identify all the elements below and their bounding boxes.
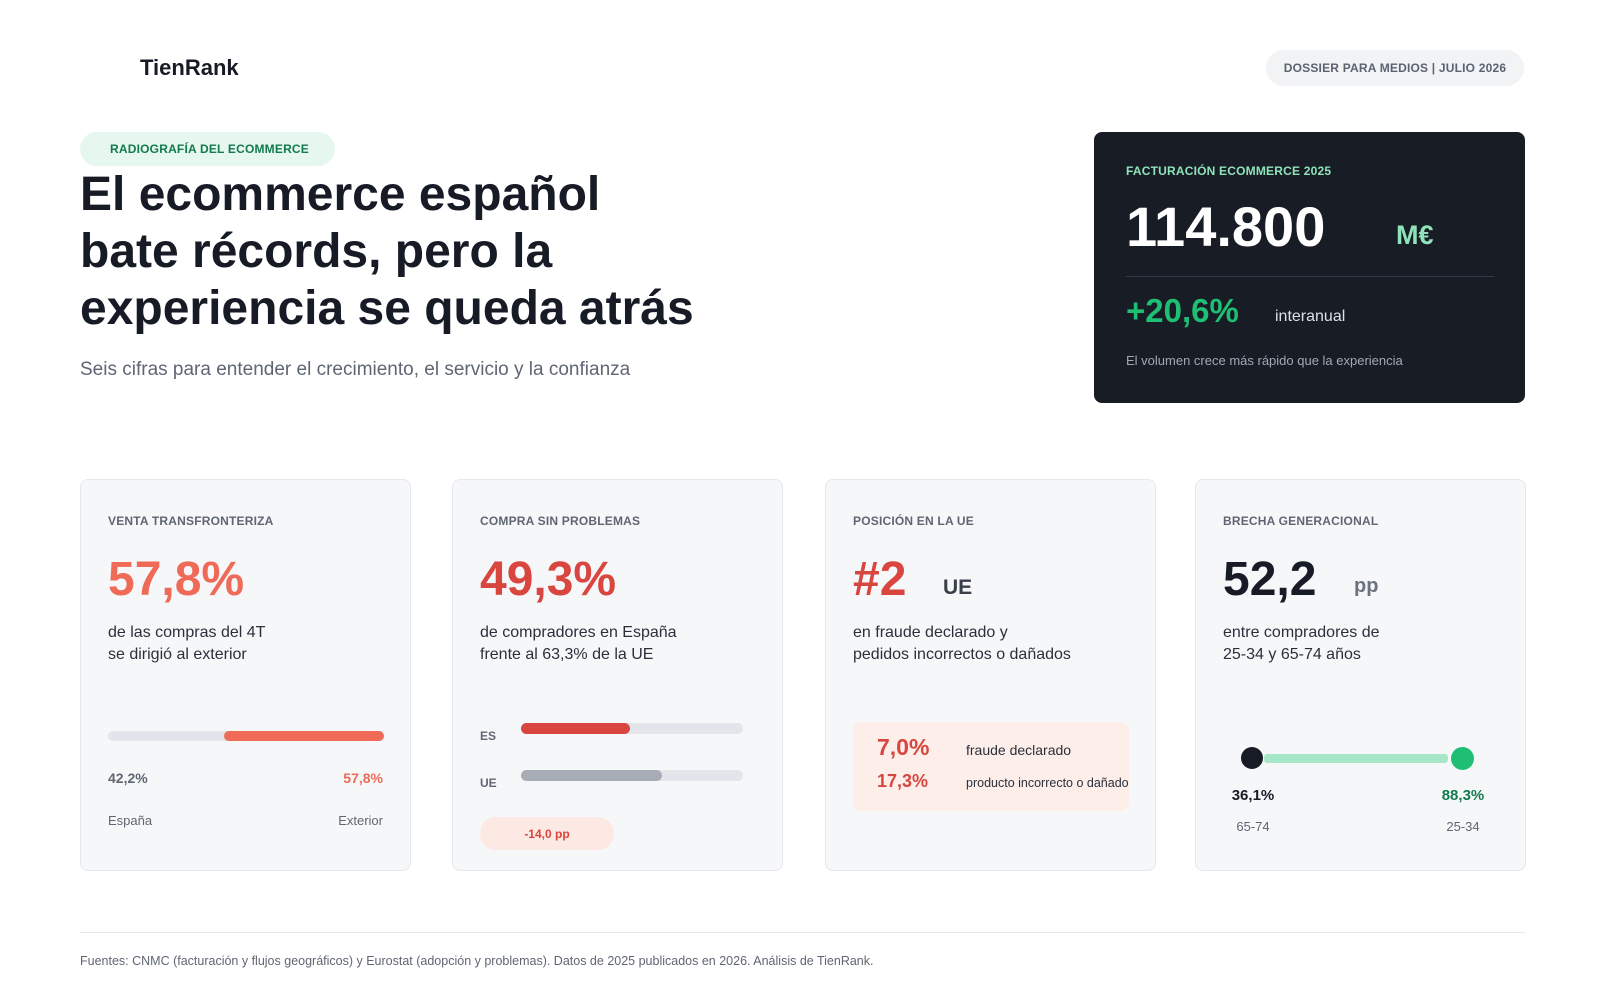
section-tag: RADIOGRAFÍA DEL ECOMMERCE	[80, 132, 335, 166]
card-unit: UE	[943, 576, 973, 599]
split-left-value: 42,2%	[108, 770, 148, 786]
range-line	[1264, 754, 1448, 763]
title-line-3: experiencia se queda atrás	[80, 282, 694, 335]
split-right-value: 57,8%	[343, 770, 383, 786]
bar-fill-es	[521, 723, 631, 734]
card-description: en fraude declarado y pedidos incorrecto…	[853, 622, 1143, 666]
range-dot-low	[1241, 747, 1263, 769]
page-subtitle: Seis cifras para entender el crecimiento…	[80, 359, 631, 380]
footer-sources: Fuentes: CNMC (facturación y flujos geog…	[80, 954, 874, 968]
desc-line-2: frente al 63,3% de la UE	[480, 646, 654, 663]
desc-line-1: en fraude declarado y	[853, 624, 1008, 641]
range-low-label: 65-74	[1236, 819, 1270, 834]
gap-badge: -14,0 pp	[480, 817, 614, 850]
range-dot-high	[1451, 747, 1474, 770]
range-high-label: 25-34	[1446, 819, 1480, 834]
bar-track-ue	[521, 770, 743, 781]
desc-line-2: pedidos incorrectos o dañados	[853, 646, 1071, 663]
range-low-value: 36,1%	[1231, 787, 1275, 804]
desc-line-1: de las compras del 4T	[108, 624, 266, 641]
brand-logo: TienRank	[140, 55, 239, 80]
title-line-1: El ecommerce español	[80, 168, 601, 221]
card-label: VENTA TRANSFRONTERIZA	[108, 514, 274, 528]
card-label: BRECHA GENERACIONAL	[1223, 514, 1379, 528]
card-description: de compradores en España frente al 63,3%…	[480, 622, 770, 666]
card-unit: pp	[1354, 575, 1379, 597]
hero-divider	[1126, 276, 1494, 277]
desc-line-1: entre compradores de	[1223, 624, 1380, 641]
split-bar	[108, 731, 384, 741]
card-big-value: 52,2	[1223, 553, 1317, 606]
footer-divider	[80, 932, 1525, 933]
bar-track-es	[521, 723, 743, 734]
hero-unit: M€	[1396, 220, 1434, 250]
stat-damaged-label: producto incorrecto o dañado	[966, 776, 1129, 790]
stat-fraud-value: 7,0%	[877, 734, 930, 760]
card-eu-position: POSICIÓN EN LA UE #2 UE en fraude declar…	[825, 479, 1156, 871]
hero-growth-label: interanual	[1275, 308, 1346, 325]
stats-box: 7,0% fraude declarado 17,3% producto inc…	[853, 722, 1129, 811]
card-cross-border: VENTA TRANSFRONTERIZA 57,8% de las compr…	[80, 479, 411, 871]
split-right-label: Exterior	[338, 813, 383, 828]
bar-fill-ue	[521, 770, 662, 781]
card-label: COMPRA SIN PROBLEMAS	[480, 514, 641, 528]
page-title: El ecommerce español bate récords, pero …	[80, 166, 780, 337]
title-line-2: bate récords, pero la	[80, 225, 553, 278]
desc-line-2: se dirigió al exterior	[108, 646, 247, 663]
hero-card: FACTURACIÓN ECOMMERCE 2025 114.800 M€ +2…	[1094, 132, 1525, 403]
card-description: de las compras del 4T se dirigió al exte…	[108, 622, 398, 666]
range-high-value: 88,3%	[1441, 787, 1485, 804]
hero-value: 114.800	[1126, 195, 1326, 258]
stat-fraud-label: fraude declarado	[966, 742, 1072, 758]
split-bar-exterior	[224, 731, 384, 741]
hero-growth: +20,6%	[1126, 292, 1239, 329]
desc-line-1: de compradores en España	[480, 624, 677, 641]
card-no-problems: COMPRA SIN PROBLEMAS 49,3% de compradore…	[452, 479, 783, 871]
bar-label-ue: UE	[480, 776, 497, 790]
hero-note: El volumen crece más rápido que la exper…	[1126, 353, 1403, 368]
split-left-label: España	[108, 813, 153, 828]
card-big-value: 49,3%	[480, 553, 617, 606]
card-description: entre compradores de 25-34 y 65-74 años	[1223, 622, 1513, 666]
card-label: POSICIÓN EN LA UE	[853, 514, 974, 528]
card-big-value: 57,8%	[108, 553, 245, 606]
hero-label: FACTURACIÓN ECOMMERCE 2025	[1126, 164, 1332, 178]
dossier-badge: DOSSIER PARA MEDIOS | JULIO 2026	[1266, 50, 1524, 86]
card-big-value: #2	[853, 553, 907, 606]
desc-line-2: 25-34 y 65-74 años	[1223, 646, 1361, 663]
card-generation-gap: BRECHA GENERACIONAL 52,2 pp entre compra…	[1195, 479, 1526, 871]
stat-damaged-value: 17,3%	[877, 771, 929, 791]
bar-label-es: ES	[480, 729, 497, 743]
